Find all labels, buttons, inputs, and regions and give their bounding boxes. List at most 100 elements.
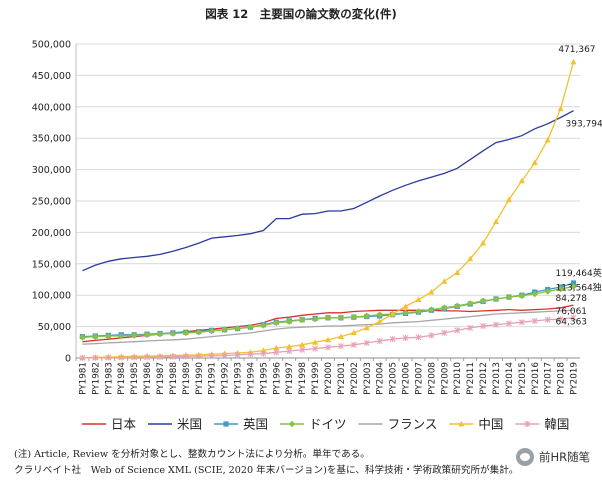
- point-韓国-PY2005: [389, 336, 396, 343]
- point-中国-PY2014: [505, 196, 512, 203]
- end-label-フランス: 76,061: [556, 307, 588, 317]
- point-中国-PY2007: [415, 296, 422, 302]
- y-tick-label: 200,000: [32, 228, 71, 239]
- point-韓国-PY2015: [518, 319, 525, 326]
- series-ドイツ: [79, 283, 577, 341]
- legend-label-韓国: 韓国: [544, 417, 569, 432]
- legend-item-ドイツ: ドイツ: [280, 417, 347, 432]
- point-韓国-PY2013: [493, 321, 499, 328]
- point-韓国-PY1982: [92, 354, 99, 361]
- series-フランス: [82, 309, 574, 345]
- y-tick-label: 0: [65, 354, 71, 365]
- x-tick-label: PY1996: [272, 362, 282, 395]
- x-tick-label: PY1982: [91, 362, 101, 395]
- x-tick-label: PY2001: [337, 362, 347, 395]
- y-tick-label: 50,000: [38, 322, 71, 333]
- x-tick-label: PY2015: [518, 362, 528, 395]
- series-line-米国: [82, 110, 574, 272]
- series-group: [79, 58, 577, 361]
- point-韓国-PY1987: [157, 354, 163, 361]
- point-中国-PY1997: [286, 343, 293, 350]
- point-中国-PY2004: [376, 318, 383, 324]
- point-韓国-PY1998: [299, 346, 306, 353]
- x-tick-label: PY2002: [350, 362, 360, 395]
- point-韓国-PY1995: [260, 350, 267, 357]
- point-韓国-PY1994: [247, 351, 254, 358]
- legend-label-英国: 英国: [243, 417, 268, 432]
- x-tick-label: PY2012: [479, 362, 489, 395]
- end-label-韓国: 64,363: [556, 318, 588, 328]
- x-tick-label: PY2019: [570, 362, 580, 395]
- y-axis: 0 50,000 100,000 150,000 200,000 250,000 300,0…: [32, 40, 71, 365]
- point-韓国-PY1990: [195, 353, 202, 360]
- point-中国-PY2011: [467, 255, 474, 262]
- series-日本: [82, 304, 574, 343]
- point-韓国-PY2018: [557, 316, 564, 323]
- x-tick-label: PY2010: [453, 362, 463, 395]
- point-ドイツ-PY1992: [221, 326, 228, 334]
- point-韓国-PY1988: [169, 353, 176, 360]
- x-tick-label: PY2016: [531, 362, 541, 395]
- footnote-method: (注) Article, Review を分析対象とし、整数カウント法により分析…: [14, 449, 370, 460]
- point-中国-PY1998: [299, 341, 306, 348]
- footnote-source: クラリベイト社 Web of Science XML (SCIE, 2020 年…: [14, 465, 519, 476]
- point-中国-PY2012: [480, 239, 487, 246]
- point-韓国-PY2019: [570, 314, 577, 321]
- x-tick-label: PY1999: [311, 362, 321, 395]
- point-韓国-PY2008: [428, 332, 435, 339]
- point-中国-PY2010: [454, 269, 461, 275]
- point-英国-PY2019: [570, 280, 577, 286]
- watermark: 前HR随笔: [516, 446, 590, 468]
- point-韓国-PY1983: [105, 354, 112, 361]
- y-tick-label: 350,000: [32, 134, 71, 145]
- y-tick-label: 100,000: [32, 291, 71, 302]
- point-ドイツ-PY1982: [92, 333, 99, 340]
- x-tick-label: PY2011: [466, 362, 476, 395]
- point-ドイツ-PY1987: [156, 330, 164, 338]
- x-tick-label: PY2017: [544, 362, 554, 395]
- end-label-英国: 119,464英: [556, 267, 602, 279]
- point-ドイツ-PY1983: [105, 332, 112, 340]
- point-ドイツ-PY2000: [324, 314, 332, 322]
- end-label-米国: 393,794: [566, 120, 602, 130]
- x-tick-label: PY2009: [440, 362, 450, 395]
- point-ドイツ-PY1995: [260, 322, 267, 329]
- end-label-中国: 471,367: [558, 45, 595, 55]
- legend-label-ドイツ: ドイツ: [309, 417, 347, 432]
- legend-marker-韓国: [524, 421, 531, 427]
- legend: 日本 米国 英国 ドイツ フランス 中国 韓国: [82, 417, 569, 432]
- series-line-ドイツ: [82, 286, 574, 338]
- x-tick-label: PY2018: [557, 362, 567, 395]
- point-ドイツ-PY2007: [415, 308, 422, 315]
- series-line-日本: [82, 304, 574, 343]
- point-中国-PY1996: [273, 344, 280, 351]
- x-tick-label: PY1997: [285, 362, 295, 395]
- x-tick-label: PY2003: [363, 362, 373, 395]
- point-韓国-PY1992: [221, 352, 228, 359]
- point-韓国-PY2004: [376, 338, 383, 345]
- legend-item-フランス: フランス: [358, 417, 438, 432]
- x-tick-label: PY1995: [259, 362, 269, 395]
- point-韓国-PY1997: [286, 348, 293, 355]
- legend-label-フランス: フランス: [388, 417, 438, 432]
- x-tick-label: PY2014: [505, 362, 515, 395]
- point-中国-PY2018: [557, 105, 564, 112]
- y-tick-label: 150,000: [32, 259, 71, 270]
- point-ドイツ-PY2003: [363, 312, 371, 320]
- x-tick-label: PY2005: [389, 362, 399, 395]
- legend-item-英国: 英国: [214, 417, 268, 432]
- point-韓国-PY2006: [402, 334, 409, 341]
- point-中国-PY2003: [363, 324, 370, 331]
- legend-label-日本: 日本: [111, 417, 137, 432]
- legend-marker-英国: [223, 421, 229, 427]
- x-tick-label: PY1983: [104, 362, 114, 395]
- point-韓国-PY1981: [79, 354, 86, 361]
- point-ドイツ-PY1984: [117, 332, 125, 340]
- point-韓国-PY2000: [325, 344, 331, 351]
- point-ドイツ-PY1996: [273, 319, 280, 327]
- x-axis: PY1981 PY1982 PY1983 PY1984 PY1985 PY1986 PY19…: [75, 358, 580, 395]
- point-中国-PY2006: [402, 303, 409, 309]
- point-ドイツ-PY1993: [234, 325, 241, 332]
- y-tick-label: 450,000: [32, 71, 71, 82]
